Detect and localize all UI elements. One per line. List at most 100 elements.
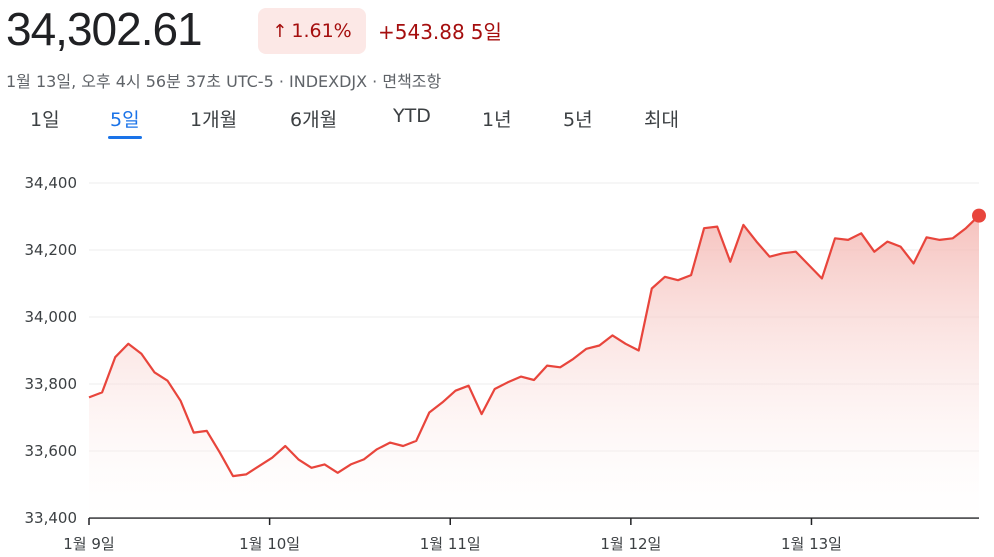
data-point xyxy=(559,366,561,368)
data-point xyxy=(206,430,208,432)
data-point xyxy=(454,390,456,392)
data-point xyxy=(271,457,273,459)
tab-5y[interactable]: 5년 xyxy=(563,109,593,131)
data-point xyxy=(873,251,875,253)
data-point xyxy=(782,252,784,254)
data-point xyxy=(114,356,116,358)
data-point xyxy=(926,236,928,238)
tab-6m[interactable]: 6개월 xyxy=(290,109,338,131)
y-tick-label: 34,400 xyxy=(25,174,78,192)
series-line xyxy=(88,214,980,478)
data-point xyxy=(376,448,378,450)
absolute-change: +543.88 5일 xyxy=(378,16,502,45)
tab-ytd[interactable]: YTD xyxy=(393,105,431,127)
y-tick-label: 33,400 xyxy=(25,509,78,527)
data-point xyxy=(323,463,325,465)
index-price: 34,302.61 xyxy=(6,3,203,55)
data-point xyxy=(363,458,365,460)
data-point xyxy=(755,241,757,243)
arrow-up-icon: ↑ xyxy=(272,20,288,42)
data-point xyxy=(677,279,679,281)
percent-change-badge: ↑ 1.61% xyxy=(258,8,366,54)
x-tick-label: 1월 10일 xyxy=(239,535,300,553)
data-point xyxy=(428,411,430,413)
y-tick-label: 34,200 xyxy=(25,241,78,259)
data-point xyxy=(899,246,901,248)
data-point xyxy=(886,241,888,243)
data-point xyxy=(232,475,234,477)
data-point xyxy=(768,256,770,258)
data-point xyxy=(520,376,522,378)
tab-1m[interactable]: 1개월 xyxy=(190,109,238,131)
data-point xyxy=(821,277,823,279)
data-point xyxy=(350,463,352,465)
data-point xyxy=(127,343,129,345)
data-point xyxy=(572,358,574,360)
x-tick-label: 1월 9일 xyxy=(63,535,114,553)
y-tick-label: 34,000 xyxy=(25,308,78,326)
active-tab-indicator xyxy=(108,136,142,139)
data-point xyxy=(310,467,312,469)
data-point xyxy=(703,227,705,229)
data-point xyxy=(507,381,509,383)
data-point xyxy=(625,343,627,345)
data-point xyxy=(651,287,653,289)
data-point xyxy=(284,445,286,447)
quote-meta: 1월 13일, 오후 4시 56분 37초 UTC-5 · INDEXDJX ·… xyxy=(6,72,442,91)
data-point xyxy=(258,465,260,467)
data-point xyxy=(690,274,692,276)
data-point xyxy=(808,264,810,266)
data-point xyxy=(952,237,954,239)
tab-1y[interactable]: 1년 xyxy=(482,109,512,131)
data-point xyxy=(912,262,914,264)
tab-1d[interactable]: 1일 xyxy=(30,109,60,131)
data-point xyxy=(585,348,587,350)
data-point xyxy=(180,400,182,402)
data-point xyxy=(193,431,195,433)
data-point xyxy=(611,334,613,336)
data-point xyxy=(546,364,548,366)
y-tick-label: 33,800 xyxy=(25,375,78,393)
data-point xyxy=(441,401,443,403)
data-point xyxy=(415,440,417,442)
data-point xyxy=(153,371,155,373)
data-point xyxy=(166,380,168,382)
data-point xyxy=(638,349,640,351)
data-point xyxy=(297,458,299,460)
data-point xyxy=(88,396,90,398)
data-point xyxy=(664,276,666,278)
data-point xyxy=(219,452,221,454)
data-point xyxy=(965,227,967,229)
data-point xyxy=(847,239,849,241)
data-point xyxy=(245,473,247,475)
tab-5d[interactable]: 5일 xyxy=(108,105,142,139)
data-point xyxy=(716,225,718,227)
data-point xyxy=(939,239,941,241)
data-point xyxy=(337,472,339,474)
data-point xyxy=(140,353,142,355)
data-point xyxy=(481,413,483,415)
x-tick-label: 1월 12일 xyxy=(600,535,661,553)
data-point xyxy=(533,379,535,381)
x-tick-label: 1월 13일 xyxy=(781,535,842,553)
y-tick-label: 33,600 xyxy=(25,442,78,460)
series-area-fill xyxy=(89,215,979,518)
data-point xyxy=(795,251,797,253)
data-point xyxy=(834,237,836,239)
data-point xyxy=(860,232,862,234)
percent-change: 1.61% xyxy=(291,20,352,42)
data-point xyxy=(494,388,496,390)
change-period: 5일 xyxy=(470,20,502,44)
data-point xyxy=(598,344,600,346)
data-point xyxy=(402,445,404,447)
change-value: +543.88 xyxy=(378,20,465,44)
data-point xyxy=(467,385,469,387)
tab-max[interactable]: 최대 xyxy=(644,109,679,131)
price-chart[interactable]: 34,400 34,200 34,000 33,800 33,600 33,400 1월 9… xyxy=(0,150,994,557)
data-point xyxy=(742,224,744,226)
x-tick-label: 1월 11일 xyxy=(420,535,481,553)
data-point xyxy=(389,442,391,444)
latest-value-marker xyxy=(972,208,986,223)
data-point xyxy=(729,261,731,263)
data-point xyxy=(101,391,103,393)
